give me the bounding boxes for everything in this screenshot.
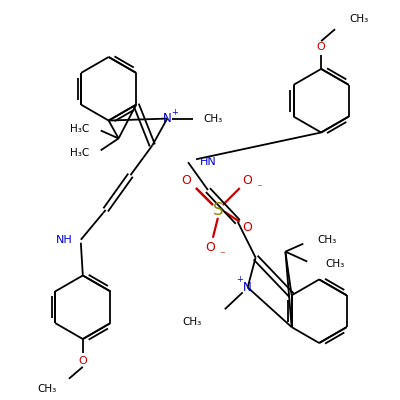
Text: S: S [213, 201, 223, 219]
Text: O: O [181, 174, 191, 187]
Text: CH₃: CH₃ [325, 258, 344, 268]
Text: H₃C: H₃C [70, 124, 89, 134]
Text: H₃C: H₃C [70, 148, 89, 158]
Text: N: N [163, 112, 172, 125]
Text: O: O [243, 221, 253, 234]
Text: HN: HN [200, 157, 217, 167]
Text: +: + [236, 275, 243, 284]
Text: O: O [317, 42, 326, 52]
Text: CH₃: CH₃ [317, 235, 336, 245]
Text: CH₃: CH₃ [38, 384, 57, 394]
Text: O: O [205, 241, 215, 254]
Text: O: O [78, 356, 87, 366]
Text: +: + [171, 108, 178, 117]
Text: O: O [243, 174, 253, 187]
Text: NH: NH [56, 235, 73, 245]
Text: ⁻: ⁻ [257, 183, 262, 193]
Text: CH₃: CH₃ [203, 114, 222, 124]
Text: N: N [243, 281, 252, 294]
Text: CH₃: CH₃ [349, 14, 368, 24]
Text: CH₃: CH₃ [183, 317, 202, 327]
Text: ⁻: ⁻ [219, 251, 225, 261]
